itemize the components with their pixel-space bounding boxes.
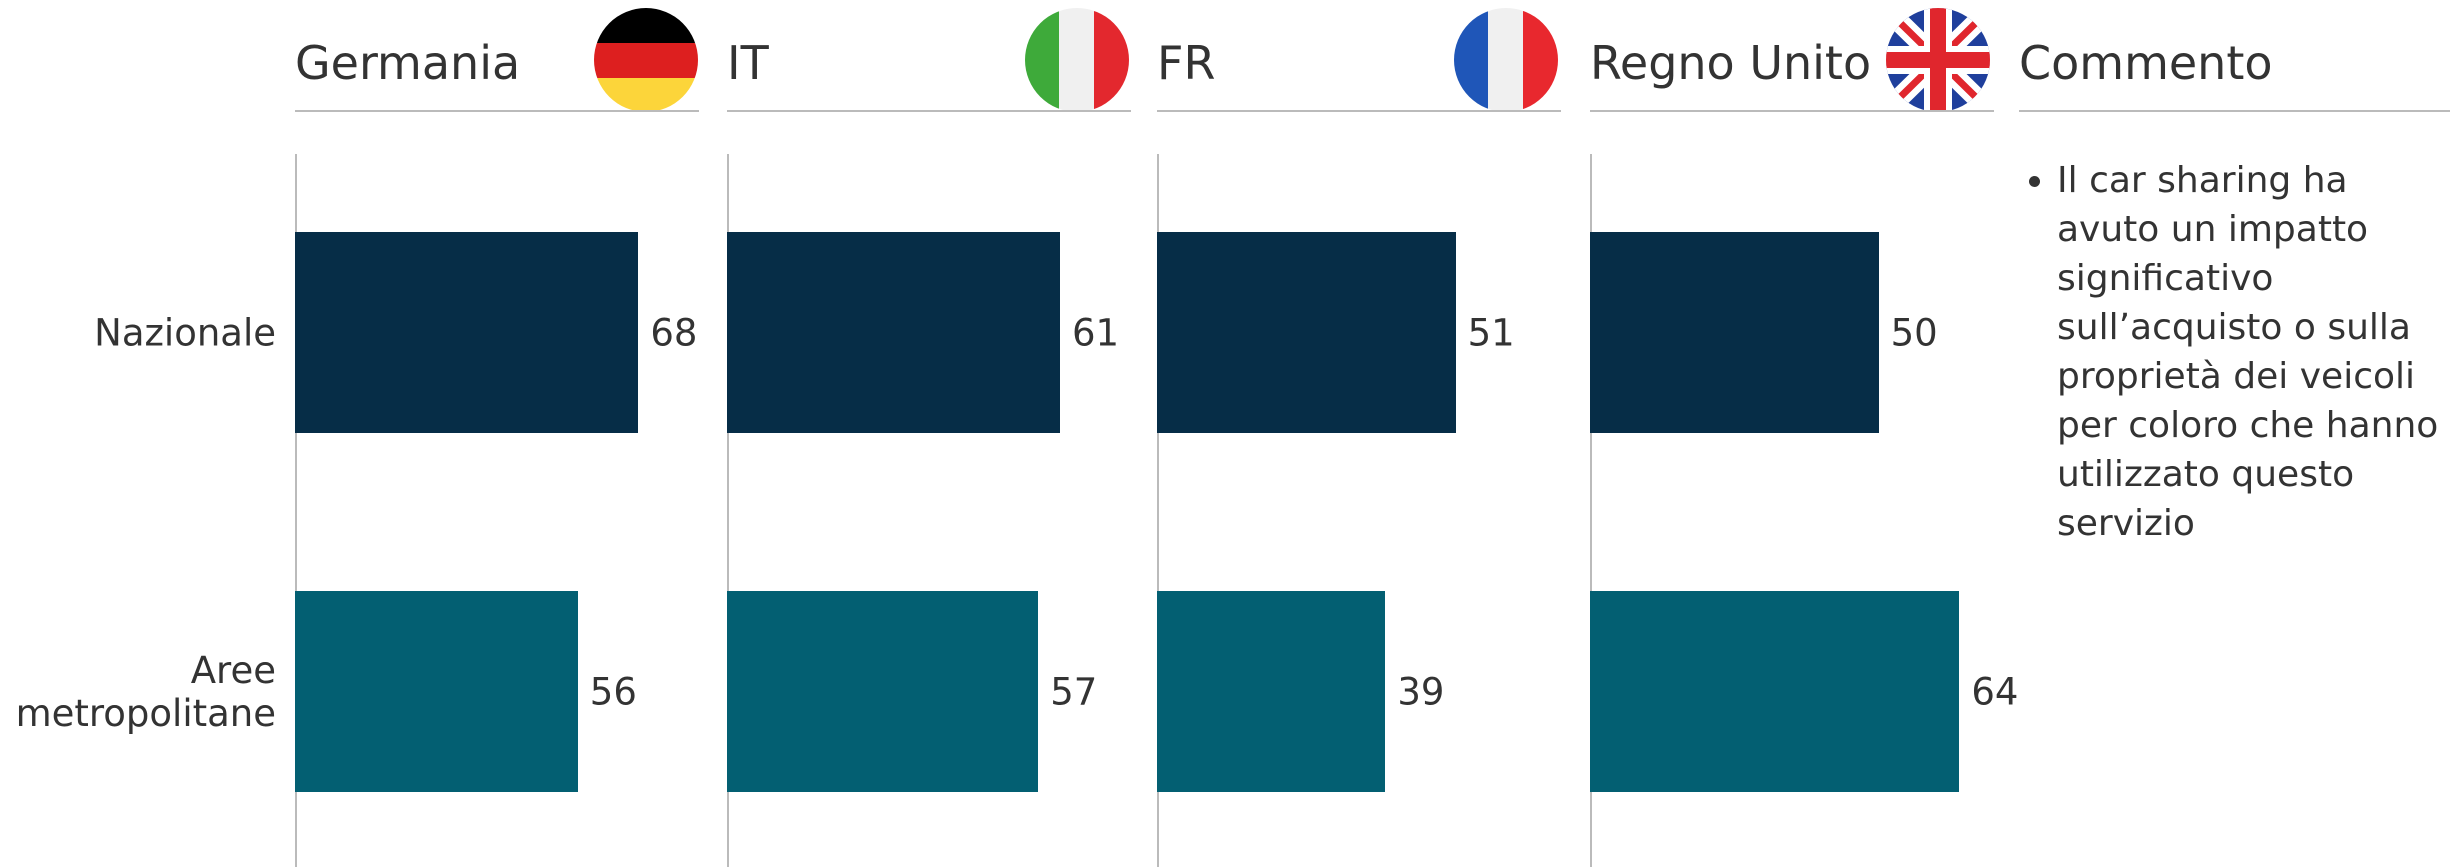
title-rule	[1590, 110, 1994, 112]
title-rule	[295, 110, 699, 112]
panel-title: FR	[1157, 36, 1216, 90]
category-label: Aree metropolitane	[15, 648, 276, 735]
axis-line	[1157, 154, 1159, 867]
axis-line	[295, 154, 297, 867]
value-label: 64	[1971, 670, 2019, 713]
panel-title: Germania	[295, 36, 521, 90]
bar	[1590, 591, 1960, 792]
panel-title: Regno Unito	[1590, 36, 1872, 90]
comment-title: Commento	[2019, 36, 2273, 90]
bar	[1590, 232, 1879, 433]
comment-bullet: Il car sharing ha avuto un impatto signi…	[2057, 156, 2452, 548]
flag-italy	[1025, 8, 1129, 112]
bar	[295, 591, 578, 792]
value-label: 57	[1050, 670, 1098, 713]
flag-germany	[594, 8, 698, 112]
bar	[295, 232, 639, 433]
category-label: Nazionale	[94, 311, 276, 354]
bar	[1157, 591, 1386, 792]
flag-france	[1454, 8, 1558, 112]
value-label: 61	[1072, 311, 1120, 354]
axis-line	[1590, 154, 1592, 867]
value-label: 56	[589, 670, 637, 713]
panel-title: IT	[727, 36, 769, 90]
bar	[727, 591, 1039, 792]
value-label: 39	[1397, 670, 1445, 713]
value-label: 51	[1467, 311, 1515, 354]
title-rule	[1157, 110, 1561, 112]
bar	[1157, 232, 1456, 433]
comment-list: Il car sharing ha avuto un impatto signi…	[2019, 156, 2452, 548]
bar	[727, 232, 1061, 433]
flag-uk	[1886, 8, 1990, 112]
title-rule	[727, 110, 1131, 112]
title-rule	[2019, 110, 2450, 112]
value-label: 50	[1890, 311, 1938, 354]
axis-line	[727, 154, 729, 867]
flags	[594, 8, 1990, 112]
value-label: 68	[650, 311, 698, 354]
